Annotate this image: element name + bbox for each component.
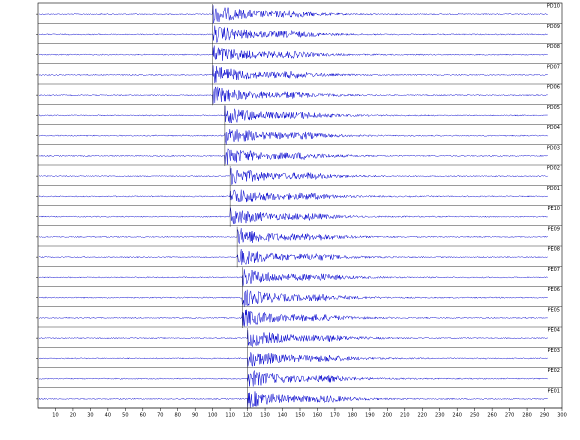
waveform <box>38 105 548 124</box>
station-label: PD09 <box>547 24 560 30</box>
waveform <box>38 45 548 61</box>
x-tick-label: 20 <box>70 413 76 419</box>
x-tick-label: 40 <box>105 413 111 419</box>
waveform <box>38 329 548 347</box>
x-tick-label: 220 <box>417 413 427 419</box>
waveform <box>38 168 548 186</box>
waveform <box>38 189 548 203</box>
waveform <box>38 129 548 145</box>
x-tick-label: 180 <box>348 413 358 419</box>
x-tick-label: 120 <box>243 413 253 419</box>
x-tick-label: 190 <box>365 413 375 419</box>
waveform <box>38 65 548 84</box>
x-tick-label: 210 <box>400 413 410 419</box>
waveform <box>38 309 548 327</box>
x-tick-label: 160 <box>313 413 323 419</box>
station-label: PD10 <box>547 4 560 10</box>
x-tick-label: 280 <box>522 413 532 419</box>
x-tick-label: 90 <box>192 413 198 419</box>
waveform <box>38 148 548 165</box>
waveform <box>38 5 548 24</box>
x-tick-label: 80 <box>175 413 181 419</box>
station-label: PE05 <box>547 307 560 313</box>
station-label: PE06 <box>547 287 560 293</box>
x-tick-label: 300 <box>557 413 567 419</box>
waveform <box>38 249 548 266</box>
station-label: PD07 <box>547 64 560 70</box>
waveform <box>38 207 548 225</box>
waveform <box>38 352 548 368</box>
waveform <box>38 289 548 307</box>
station-label: PD02 <box>547 166 560 172</box>
waveform <box>38 370 548 387</box>
x-tick-label: 130 <box>260 413 270 419</box>
x-tick-label: 250 <box>470 413 480 419</box>
x-tick-label: 200 <box>383 413 393 419</box>
waveform <box>38 25 548 43</box>
station-label: PE01 <box>547 388 560 394</box>
station-label: PE07 <box>547 267 560 273</box>
station-label: PE03 <box>547 348 560 354</box>
x-tick-label: 100 <box>208 413 218 419</box>
x-tick-label: 50 <box>122 413 128 419</box>
x-tick-label: 70 <box>157 413 163 419</box>
x-tick-label: 60 <box>140 413 146 419</box>
x-tick-label: 10 <box>52 413 58 419</box>
station-label: PD04 <box>547 125 560 131</box>
x-tick-label: 290 <box>540 413 550 419</box>
waveform <box>38 391 548 408</box>
station-label: PD06 <box>547 85 560 91</box>
x-tick-label: 170 <box>330 413 340 419</box>
x-tick-label: 230 <box>435 413 445 419</box>
waveform <box>38 85 548 104</box>
x-tick-label: 30 <box>87 413 93 419</box>
waveform <box>38 228 548 244</box>
x-tick-label: 110 <box>225 413 235 419</box>
x-tick-label: 260 <box>487 413 497 419</box>
station-label: PD05 <box>547 105 560 111</box>
x-tick-label: 140 <box>278 413 288 419</box>
x-tick-label: 240 <box>452 413 462 419</box>
station-label: PE10 <box>547 206 560 212</box>
station-label: PD08 <box>547 44 560 50</box>
station-label: PE02 <box>547 368 560 374</box>
station-label: PD03 <box>547 145 560 151</box>
x-tick-label: 270 <box>505 413 515 419</box>
station-label: PD01 <box>547 186 560 192</box>
waveform <box>38 269 548 286</box>
x-tick-label: 150 <box>295 413 305 419</box>
station-label: PE08 <box>547 247 560 253</box>
station-label: PE09 <box>547 226 560 232</box>
station-label: PE04 <box>547 328 560 334</box>
